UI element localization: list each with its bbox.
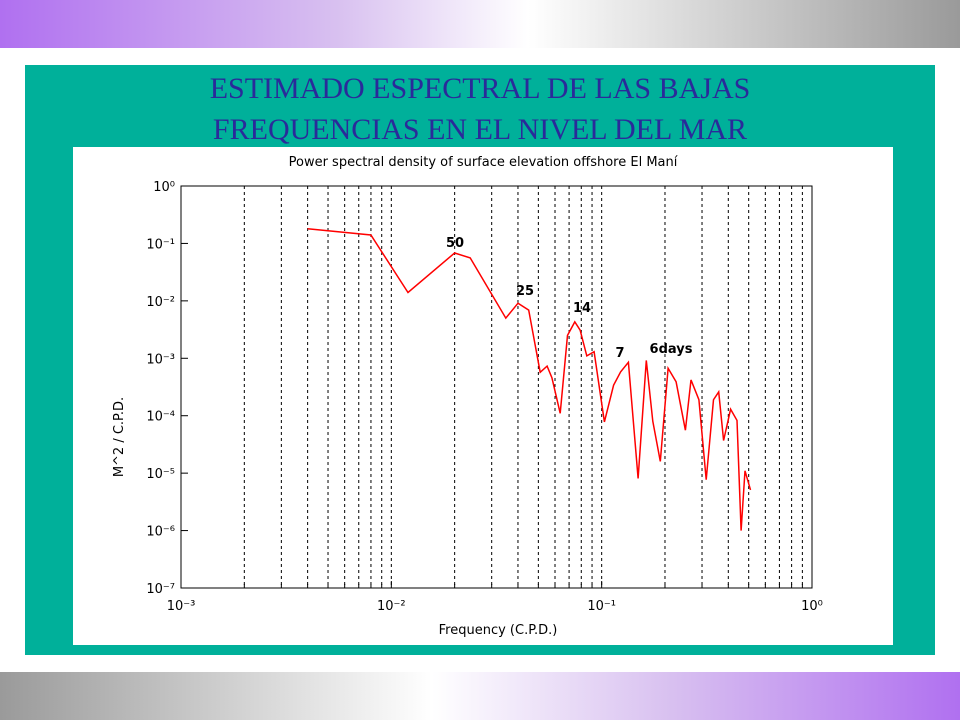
annotation: 14: [573, 301, 591, 316]
slide-title: ESTIMADO ESPECTRAL DE LAS BAJAS FREQUENC…: [25, 68, 935, 150]
x-tick-label: 10⁻³: [167, 599, 196, 614]
y-axis-label: M^2 / C.P.D.: [112, 397, 127, 477]
y-tick-label: 10⁻⁴: [146, 410, 175, 425]
x-tick-label: 10⁻¹: [587, 599, 616, 614]
y-tick-label: 10⁰: [153, 180, 175, 195]
slide-title-line: ESTIMADO ESPECTRAL DE LAS BAJAS: [209, 72, 751, 105]
y-tick-label: 10⁻³: [146, 352, 175, 367]
y-tick-label: 10⁻⁵: [146, 467, 175, 482]
chart-background: [73, 147, 893, 645]
top-band: [0, 0, 960, 48]
bottom-band: [0, 672, 960, 720]
y-tick-label: 10⁻¹: [146, 237, 175, 252]
y-tick-label: 10⁻⁷: [146, 582, 175, 597]
x-axis-label: Frequency (C.P.D.): [439, 623, 558, 638]
annotation: 6days: [650, 342, 693, 357]
annotation: 7: [615, 346, 624, 361]
data-line: [307, 228, 752, 531]
annotation: 25: [516, 284, 534, 299]
slide-title-line: FREQUENCIAS EN EL NIVEL DEL MAR: [212, 113, 748, 146]
plot-frame: [180, 185, 813, 589]
x-tick-label: 10⁻²: [377, 599, 406, 614]
y-tick-label: 10⁻²: [146, 295, 175, 310]
x-tick-label: 10⁰: [801, 599, 823, 614]
chart-title: Power spectral density of surface elevat…: [289, 155, 678, 170]
annotation: 50: [446, 236, 464, 251]
chart: Power spectral density of surface elevat…: [73, 147, 893, 645]
y-tick-label: 10⁻⁶: [146, 525, 175, 540]
